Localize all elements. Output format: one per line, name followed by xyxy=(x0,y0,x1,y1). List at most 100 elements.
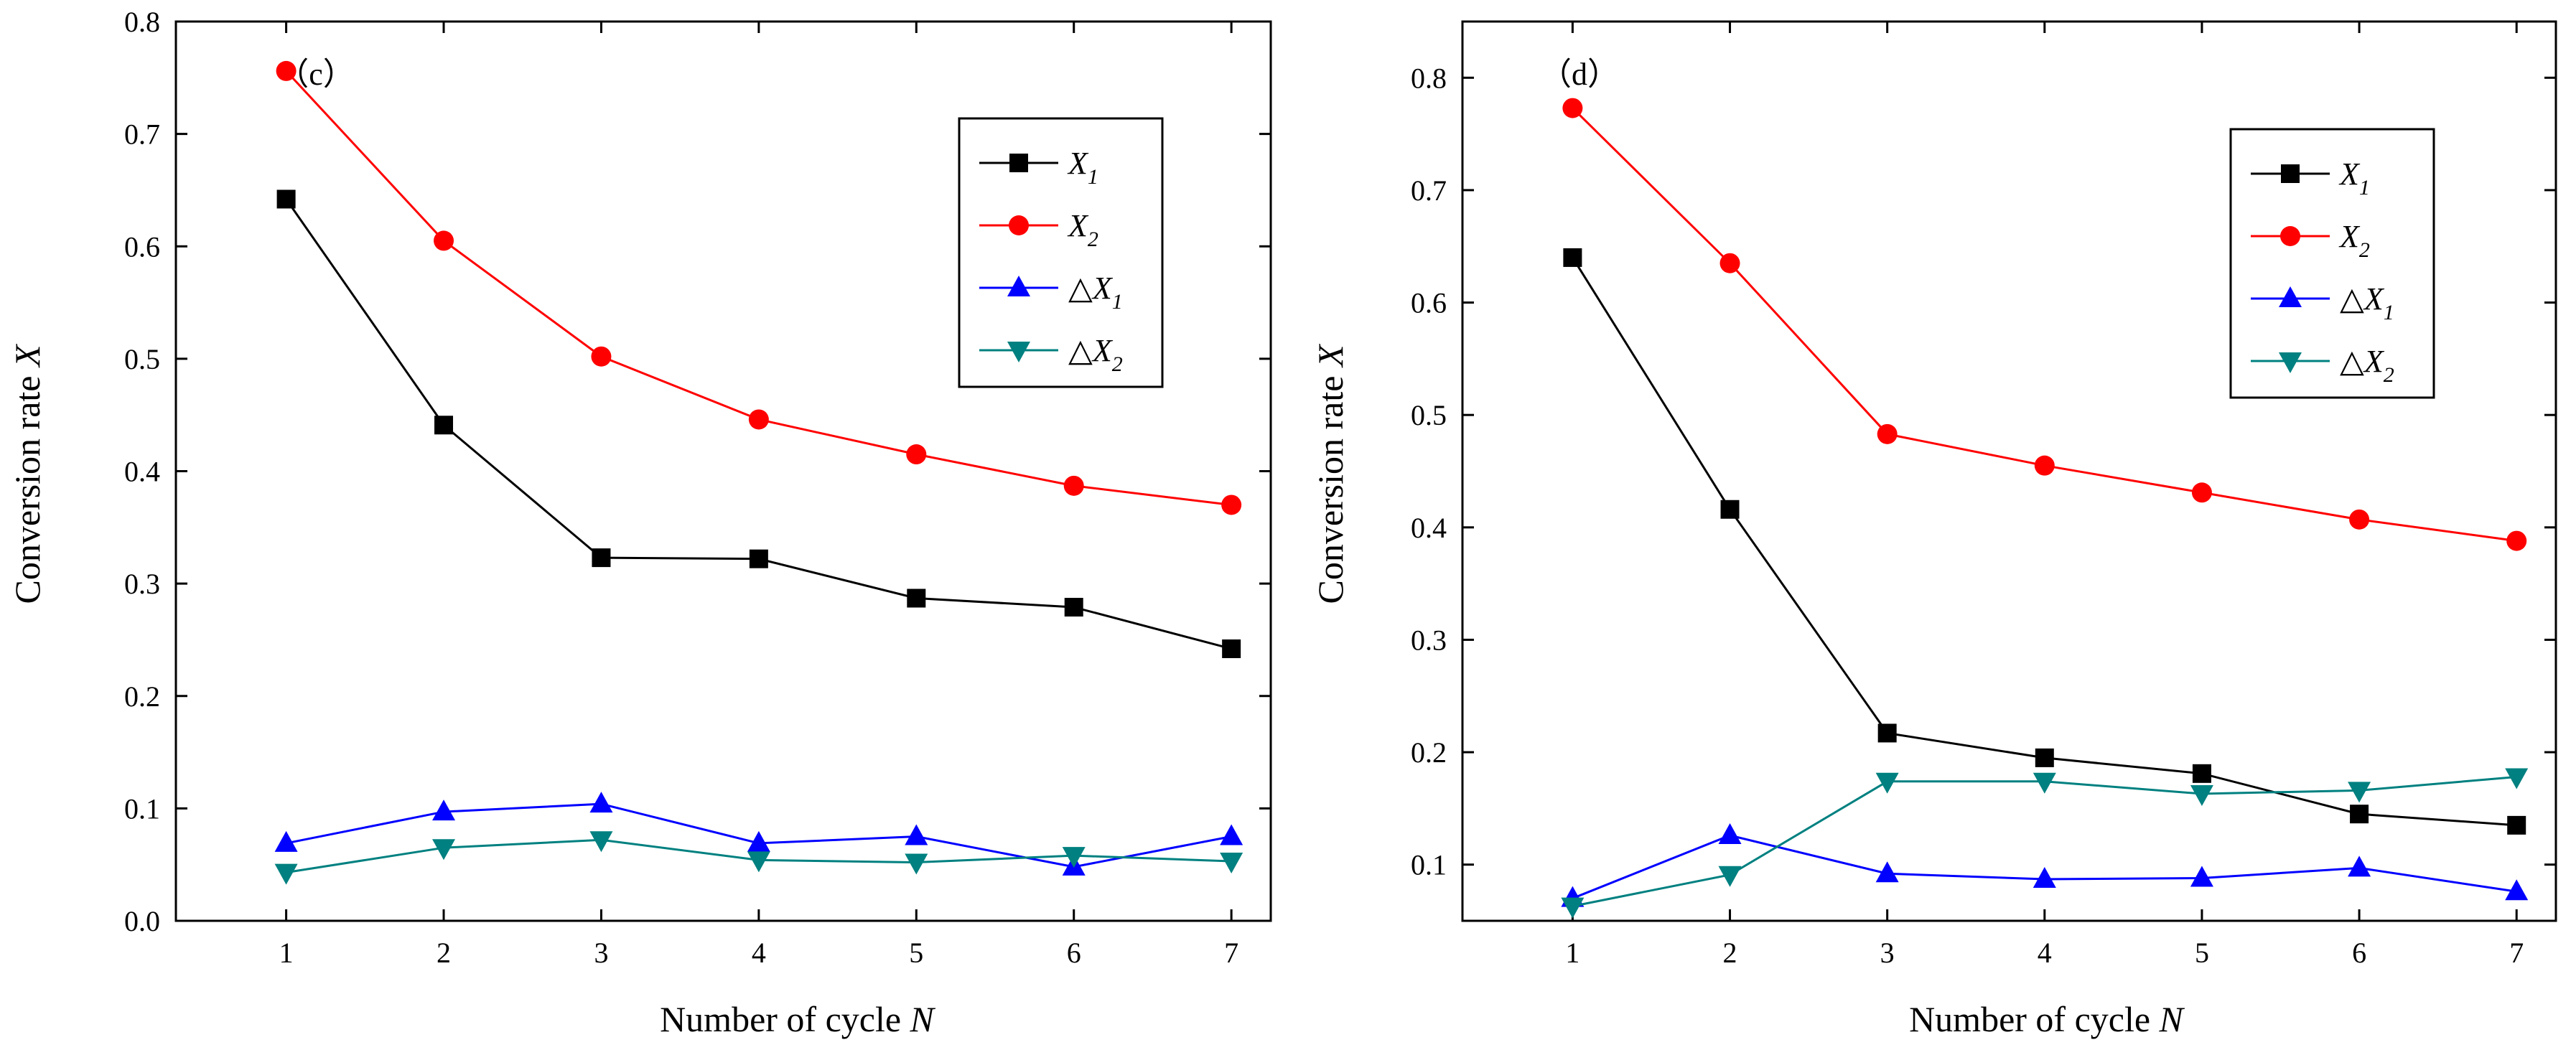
x-tick-label: 6 xyxy=(1067,937,1081,969)
legend-entry: X2 xyxy=(1067,208,1098,251)
data-point xyxy=(747,851,770,873)
data-point xyxy=(2505,768,2529,789)
y-tick-label: 0.7 xyxy=(1411,174,1447,207)
data-point xyxy=(1718,866,1742,887)
y-axis-title-var: X xyxy=(1310,343,1350,368)
legend-box xyxy=(2229,128,2435,399)
data-point xyxy=(432,839,456,861)
data-point xyxy=(274,863,298,885)
y-tick-label: 0.0 xyxy=(124,905,160,937)
legend-subscript: 2 xyxy=(2384,363,2394,387)
data-point xyxy=(2033,772,2056,794)
legend-marker xyxy=(2281,164,2300,183)
x-axis-title-text: Number of cycle xyxy=(1909,999,2159,1039)
data-point xyxy=(2350,805,2369,824)
legend-symbol: X xyxy=(1091,271,1114,306)
legend-entry: X1 xyxy=(2338,156,2370,200)
data-point xyxy=(1875,861,1899,883)
x-tick-label: 5 xyxy=(909,937,923,969)
legend-symbol: X xyxy=(2363,281,2385,317)
data-point xyxy=(2033,867,2056,889)
data-point xyxy=(1222,639,1241,658)
legend-entry: △X2 xyxy=(1068,333,1123,376)
legend-symbol: X xyxy=(1067,146,1089,181)
x-tick-label: 1 xyxy=(1565,937,1579,969)
x-tick-label: 4 xyxy=(2038,937,2052,969)
data-point xyxy=(589,831,613,853)
legend-prefix: △ xyxy=(1068,333,1093,368)
x-axis-title-var: N xyxy=(2159,999,2185,1039)
panel-label: （d） xyxy=(1540,57,1619,92)
y-tick-label: 0.8 xyxy=(124,6,160,38)
series-X1 xyxy=(1563,248,2526,835)
legend-prefix: △ xyxy=(2340,344,2364,379)
data-point xyxy=(592,548,611,568)
chart-panel-d: 1 2 3 4 5 6 7 0.1 0.2 0.3 0.4 0.5 0.6 0.7 0.8 （d） Number… xyxy=(1310,20,2557,1039)
data-point xyxy=(591,346,612,367)
legend-marker xyxy=(1007,276,1030,296)
data-point xyxy=(2190,866,2213,887)
y-tick-label: 0.6 xyxy=(1411,287,1447,319)
x-tick-label: 3 xyxy=(594,937,608,969)
series-X1 xyxy=(276,189,1241,658)
data-point xyxy=(2348,782,2371,803)
data-point xyxy=(1877,723,1897,743)
x-axis-title: Number of cycle N xyxy=(660,999,935,1039)
legend-subscript: 2 xyxy=(1088,228,1098,251)
y-axis-title: Conversion rate X xyxy=(7,343,47,604)
legend-subscript: 2 xyxy=(1112,352,1123,376)
legend-entry: △X1 xyxy=(2340,281,2394,324)
y-tick-label: 0.4 xyxy=(124,456,160,488)
y-axis-title-text: Conversion rate xyxy=(1310,367,1350,604)
x-tick-label: 5 xyxy=(2195,937,2209,969)
legend-entry: △X1 xyxy=(1068,271,1123,314)
data-point xyxy=(276,189,296,209)
series-△X2 xyxy=(1561,768,2529,919)
y-tick-label: 0.6 xyxy=(124,230,160,263)
x-axis-title-var: N xyxy=(910,999,936,1039)
legend-symbol: X xyxy=(2338,156,2361,192)
data-point xyxy=(1220,824,1243,845)
data-point xyxy=(2191,482,2212,503)
legend-entry: △X2 xyxy=(2340,344,2394,387)
data-point xyxy=(905,824,928,845)
data-point xyxy=(1561,897,1585,919)
data-point xyxy=(2348,856,2371,877)
series-line xyxy=(1572,834,2517,900)
legend-marker xyxy=(2279,286,2302,307)
x-tick-label: 1 xyxy=(279,937,294,969)
data-point xyxy=(906,444,927,465)
data-point xyxy=(905,853,928,875)
data-point xyxy=(1062,847,1086,868)
series-△X1 xyxy=(1561,822,2529,907)
legend-symbol: X xyxy=(2338,219,2361,254)
y-tick-label: 0.8 xyxy=(1411,62,1447,94)
legend-marker xyxy=(1009,215,1029,235)
data-point xyxy=(2506,530,2527,551)
legend-symbol: X xyxy=(2363,344,2385,379)
data-point xyxy=(1720,500,1740,519)
data-point xyxy=(2190,785,2213,807)
x-tick-label: 3 xyxy=(1880,937,1895,969)
data-point xyxy=(274,830,298,852)
legend-subscript: 2 xyxy=(2359,238,2370,262)
series-△X2 xyxy=(274,831,1243,885)
y-tick-label: 0.1 xyxy=(1411,849,1447,881)
data-point xyxy=(432,800,456,821)
x-tick-label: 4 xyxy=(752,937,766,969)
y-axis-title-var: X xyxy=(7,343,47,368)
y-tick-label: 0.2 xyxy=(1411,736,1447,769)
y-tick-label: 0.3 xyxy=(124,568,160,600)
x-tick-label: 7 xyxy=(2509,937,2524,969)
data-point xyxy=(1563,248,1582,267)
legend-box xyxy=(958,117,1164,388)
data-point xyxy=(434,230,454,251)
data-point xyxy=(1221,494,1242,515)
data-point xyxy=(2505,879,2529,901)
legend-marker xyxy=(1007,342,1030,362)
legend-subscript: 1 xyxy=(2359,176,2370,200)
data-point xyxy=(1719,253,1740,273)
